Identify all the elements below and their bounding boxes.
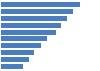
Bar bbox=[1, 64, 23, 69]
Bar bbox=[1, 16, 67, 21]
Bar bbox=[1, 50, 34, 55]
Bar bbox=[1, 43, 41, 48]
Bar bbox=[1, 9, 73, 14]
Bar bbox=[1, 23, 61, 28]
Bar bbox=[1, 2, 80, 7]
Bar bbox=[1, 36, 47, 41]
Bar bbox=[1, 57, 29, 62]
Bar bbox=[1, 30, 56, 35]
